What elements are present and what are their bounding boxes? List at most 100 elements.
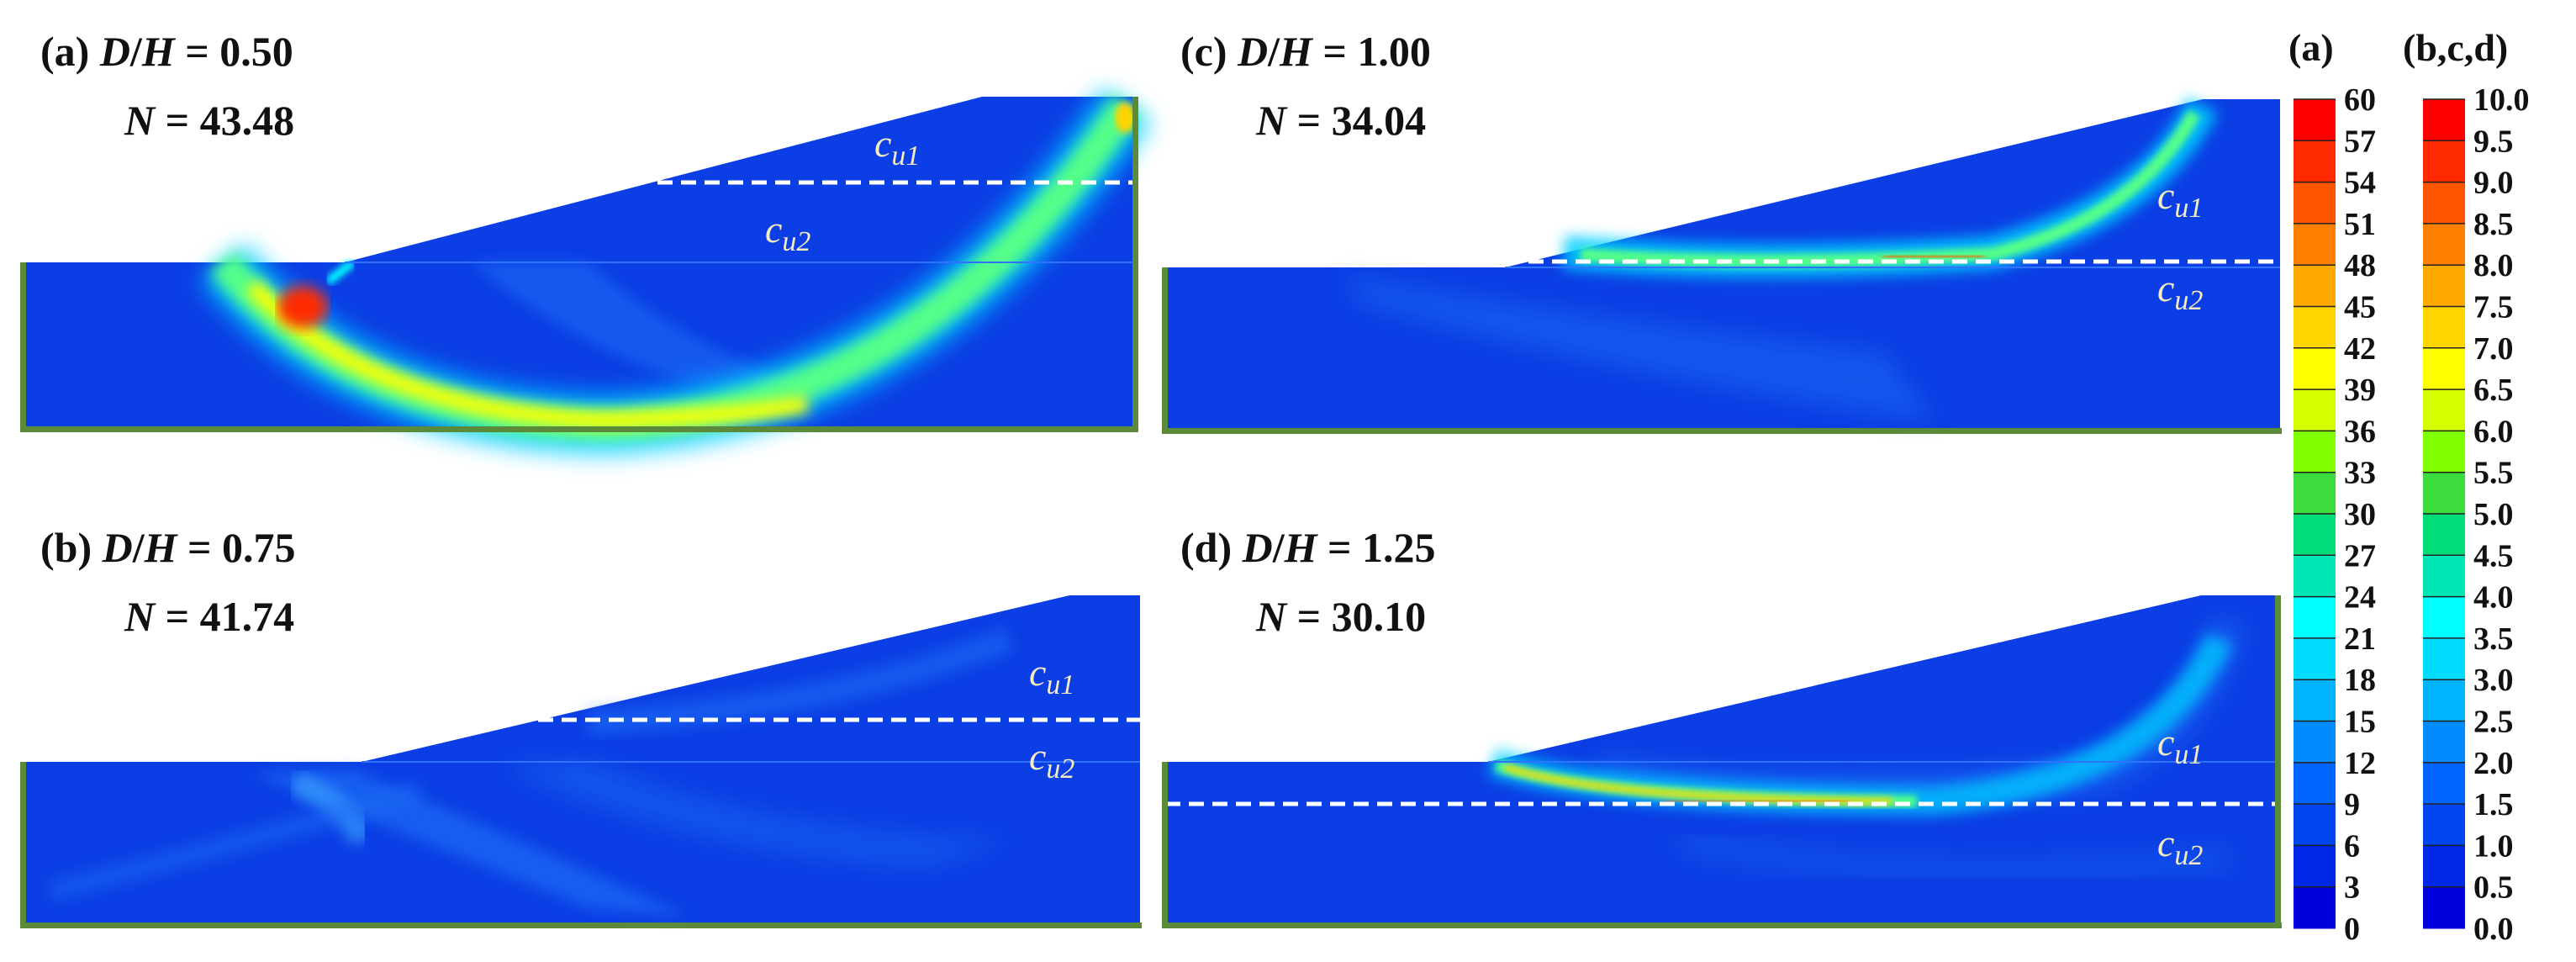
cu1-label-a: cu1	[874, 122, 920, 172]
colorbar-right-swatch	[2423, 223, 2465, 266]
shading-a	[471, 262, 841, 404]
colorbar-right-swatch	[2423, 431, 2465, 473]
colorbar-left-swatch	[2294, 596, 2336, 639]
colorbar-left	[2294, 98, 2336, 929]
colorbar-right	[2423, 98, 2465, 929]
colorbar-right-swatch	[2423, 347, 2465, 390]
colorbar-left-tick-label: 9	[2344, 787, 2360, 822]
colorbar-left-tick-label: 57	[2344, 124, 2376, 159]
colorbar-left-tick-label: 36	[2344, 414, 2376, 449]
colorbar-right-tick-label: 4.0	[2473, 580, 2514, 616]
colorbar-right-tick-label: 0.5	[2473, 870, 2514, 906]
colorbar-left-swatch	[2294, 347, 2336, 390]
colorbar-right-tick-label: 4.5	[2473, 538, 2514, 574]
colorbar-right-tick-label: 9.0	[2473, 166, 2514, 201]
colorbar-right-tick-label: 2.0	[2473, 746, 2514, 781]
colorbar-right-swatch	[2423, 265, 2465, 307]
colorbar-right-tick-label: 3.5	[2473, 621, 2514, 657]
shading-b	[47, 627, 1014, 917]
colorbar-right-swatch	[2423, 804, 2465, 846]
colorbar-left-tick-label: 0	[2344, 912, 2360, 947]
colorbar-left-swatch	[2294, 886, 2336, 929]
colorbar-header-right: (b,c,d)	[2403, 26, 2508, 69]
panel-d: cu1 cu2 (d) D/H = 1.25 N = 30.10	[1162, 524, 2282, 928]
boundary-bottom-c	[1162, 428, 2282, 434]
colorbar-left-tick-label: 15	[2344, 705, 2376, 740]
boundary-bottom-a	[20, 426, 1138, 432]
colorbar-right-tick-label: 3.0	[2473, 663, 2514, 698]
cu1-label-c: cu1	[2157, 174, 2203, 224]
n-value-a: N = 43.48	[124, 97, 294, 144]
colorbar-left-tick-label: 27	[2344, 538, 2376, 574]
boundary-right-d	[2275, 595, 2281, 928]
colorbar-left-swatch	[2294, 721, 2336, 764]
failure-band-d	[1487, 632, 2233, 816]
cu1-label-b: cu1	[1029, 651, 1074, 700]
colorbar-right-tick-label: 7.0	[2473, 331, 2514, 367]
boundary-bottom-b	[20, 922, 1142, 928]
panel-title-d: (d) D/H = 1.25	[1180, 524, 1436, 571]
colorbar-left-tick-label: 51	[2344, 207, 2376, 242]
n-value-c: N = 34.04	[1255, 97, 1426, 144]
colorbar-right-swatch	[2423, 472, 2465, 515]
cu2-label-d: cu2	[2157, 822, 2203, 871]
colorbar-left-tick-label: 54	[2344, 166, 2376, 201]
n-value-b: N = 41.74	[124, 593, 294, 640]
colorbar-left-swatch	[2294, 472, 2336, 515]
panel-a: cu1 cu2 (a) D/H = 0.50 N = 43.48	[20, 28, 1152, 455]
boundary-left-b	[20, 762, 26, 928]
colorbar-right-tick-label: 5.5	[2473, 456, 2514, 491]
boundary-bottom-d	[1162, 922, 2282, 928]
failure-band-a	[200, 88, 1152, 455]
colorbar-left-tick-label: 33	[2344, 456, 2376, 491]
colorbar-left-tick-label: 21	[2344, 621, 2376, 657]
colorbar-right-swatch	[2423, 679, 2465, 722]
colorbar-left-tick-label: 18	[2344, 663, 2376, 698]
colorbar-left-swatch	[2294, 514, 2336, 556]
colorbar-right-swatch	[2423, 637, 2465, 680]
colorbar-right-tick-label: 8.0	[2473, 248, 2514, 283]
colorbar-left-swatch	[2294, 637, 2336, 680]
colorbar-right-tick-label: 9.5	[2473, 124, 2514, 159]
colorbar-left-swatch	[2294, 389, 2336, 431]
colorbar-header-left: (a)	[2288, 26, 2334, 69]
colorbar-right-tick-label: 8.5	[2473, 207, 2514, 242]
colorbar-right-swatch	[2423, 845, 2465, 888]
colorbar-right-tick-label: 6.5	[2473, 373, 2514, 408]
colorbar-left-tick-label: 48	[2344, 248, 2376, 283]
panel-c: cu1 cu2 (c) D/H = 1.00 N = 34.04	[1162, 28, 2282, 434]
boundary-left-d	[1162, 762, 1168, 928]
n-value-d: N = 30.10	[1255, 593, 1426, 640]
colorbar-right-swatch	[2423, 389, 2465, 431]
cu2-label-c: cu2	[2157, 267, 2203, 316]
colorbar-left-tick-label: 3	[2344, 870, 2360, 906]
colorbar-right-swatch	[2423, 182, 2465, 225]
colorbar-left-swatch	[2294, 762, 2336, 805]
colorbar-left-swatch	[2294, 182, 2336, 225]
colorbar-left-swatch	[2294, 223, 2336, 266]
colorbar-left-tick-label: 42	[2344, 331, 2376, 367]
panel-title-a: (a) D/H = 0.50	[40, 28, 293, 75]
panel-title-b: (b) D/H = 0.75	[40, 524, 296, 571]
cu2-label-a: cu2	[765, 208, 810, 257]
colorbar-right-tick-label: 6.0	[2473, 414, 2514, 449]
colorbar-right-ticks: 10.0 9.5 9.0 8.5 8.0 7.5 7.0 6.5 6.0 5.5 5.0 4.5 4.0…	[2473, 82, 2530, 947]
colorbar-right-swatch	[2423, 762, 2465, 805]
colorbar-right-swatch	[2423, 306, 2465, 349]
colorbar-right-tick-label: 10.0	[2473, 82, 2530, 118]
colorbar-left-swatch	[2294, 140, 2336, 183]
colorbar-left-tick-label: 45	[2344, 290, 2376, 325]
colorbar-left-swatch	[2294, 845, 2336, 888]
panel-title-c: (c) D/H = 1.00	[1180, 28, 1431, 75]
colorbar-right-tick-label: 1.5	[2473, 787, 2514, 822]
colorbar-right-swatch	[2423, 140, 2465, 183]
boundary-left-c	[1162, 267, 1168, 434]
boundary-left-a	[20, 262, 26, 432]
colorbar-right-tick-label: 7.5	[2473, 290, 2514, 325]
colorbar-right-swatch	[2423, 596, 2465, 639]
colorbar-legend: (a) (b,c,d) 6057545148454239363330272421…	[2288, 26, 2530, 947]
colorbar-right-swatch	[2423, 99, 2465, 141]
failure-band-c	[1562, 98, 2219, 278]
colorbar-right-tick-label: 0.0	[2473, 912, 2514, 947]
